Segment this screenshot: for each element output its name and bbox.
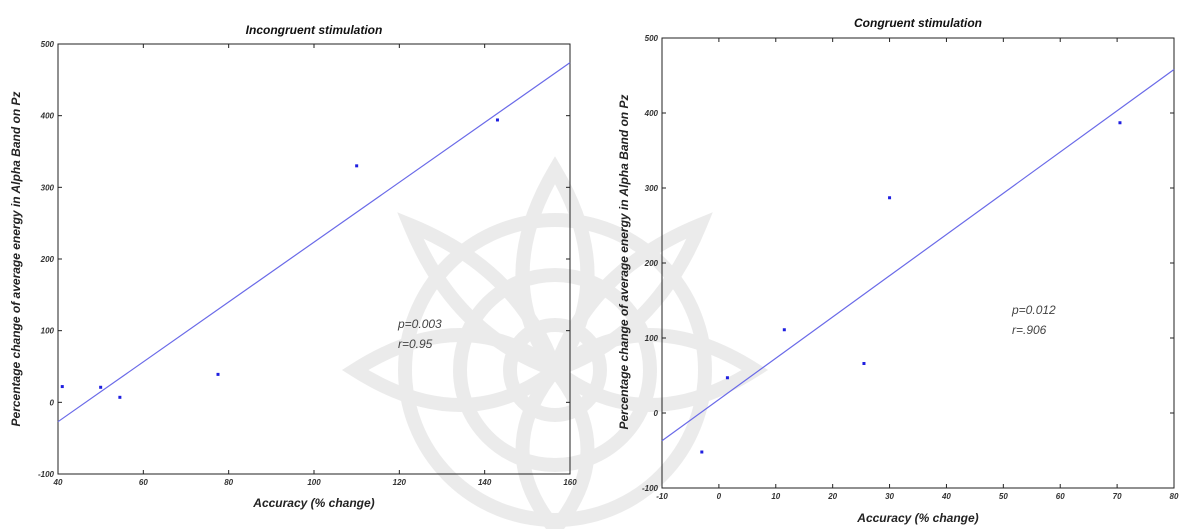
x-tick-label: 60: [1056, 492, 1065, 501]
regression-line: [661, 69, 1175, 442]
data-point: [118, 395, 122, 399]
incongruent-scatter-chart: Incongruent stimulation Accuracy (% chan…: [9, 23, 577, 510]
chart-title: Incongruent stimulation: [246, 23, 383, 37]
x-tick-label: 70: [1113, 492, 1122, 501]
x-tick-label: 40: [941, 492, 951, 501]
y-axis-label: Percentage change of average energy in A…: [617, 95, 631, 430]
watermark-ornament: [341, 156, 769, 529]
y-tick-label: 200: [40, 255, 55, 264]
x-axis-label: Accuracy (% change): [856, 511, 978, 525]
y-tick-label: 500: [41, 40, 55, 49]
y-tick-label: 0: [50, 398, 55, 407]
x-tick-label: 60: [139, 478, 148, 487]
x-tick-label: 140: [478, 478, 492, 487]
x-axis-label: Accuracy (% change): [252, 496, 374, 510]
x-tick-label: 10: [771, 492, 780, 501]
y-tick-label: 200: [644, 259, 659, 268]
y-tick-label: -100: [642, 484, 659, 493]
data-point: [862, 362, 866, 365]
x-tick-label: 120: [393, 478, 407, 487]
y-tick-label: 400: [40, 112, 55, 121]
y-tick-label: 100: [41, 327, 55, 336]
plot-area: [57, 43, 571, 475]
y-tick-label: 500: [645, 34, 659, 43]
y-tick-label: 400: [644, 109, 659, 118]
chart-title: Congruent stimulation: [854, 16, 982, 30]
y-tick-label: 100: [645, 334, 659, 343]
y-tick-label: 300: [41, 183, 55, 192]
congruent-scatter-chart: Congruent stimulation Accuracy (% change…: [617, 16, 1179, 525]
data-point: [888, 196, 892, 200]
data-point: [355, 164, 359, 168]
plot-area: [661, 37, 1175, 489]
data-point: [99, 385, 103, 389]
x-tick-label: 80: [1170, 492, 1179, 501]
x-tick-label: 100: [307, 478, 321, 487]
x-tick-label: 50: [999, 492, 1008, 501]
x-tick-label: 30: [885, 492, 894, 501]
data-point: [216, 372, 220, 376]
x-tick-label: -10: [656, 492, 668, 501]
r-value-annotation: r=.906: [1012, 323, 1047, 337]
y-tick-label: 0: [654, 409, 659, 418]
regression-line: [57, 62, 571, 423]
x-tick-label: 160: [563, 478, 577, 487]
p-value-annotation: p=0.003: [397, 317, 442, 331]
y-tick-label: 300: [645, 184, 659, 193]
data-point: [1118, 121, 1122, 125]
data-point: [725, 376, 729, 380]
data-point: [700, 450, 704, 454]
data-point: [495, 118, 499, 122]
p-value-annotation: p=0.012: [1011, 303, 1056, 317]
data-point: [60, 385, 64, 389]
x-tick-label: 0: [717, 492, 722, 501]
y-axis-label: Percentage change of average energy in A…: [9, 92, 23, 427]
x-tick-label: 40: [53, 478, 63, 487]
r-value-annotation: r=0.95: [398, 337, 433, 351]
data-point: [782, 328, 786, 332]
x-tick-label: 20: [827, 492, 837, 501]
y-tick-label: -100: [38, 470, 55, 479]
x-tick-label: 80: [224, 478, 233, 487]
